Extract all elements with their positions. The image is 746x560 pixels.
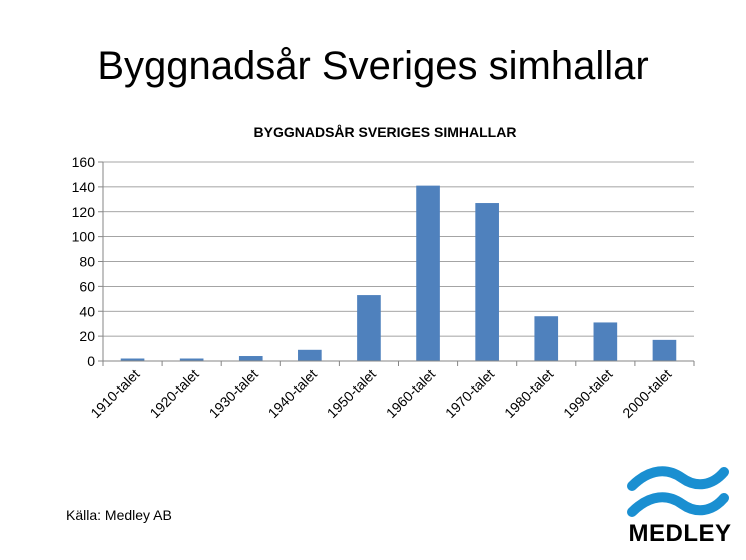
logo-wave-top [627, 466, 729, 491]
medley-logo-waves [627, 466, 729, 517]
bar-2000-talet [652, 339, 677, 361]
y-tick-label: 20 [79, 328, 95, 344]
bar-1980-talet [534, 316, 559, 361]
y-tick-label: 160 [72, 154, 96, 170]
chart-title: BYGGNADSÅR SVERIGES SIMHALLAR [254, 124, 517, 140]
x-tick-label: 1920-talet [146, 366, 201, 421]
bar-1950-talet [357, 295, 381, 361]
bar-1920-talet [179, 358, 204, 361]
bar-1960-talet [416, 185, 440, 361]
x-tick-label: 2000-talet [619, 366, 674, 421]
slide-title: Byggnadsår Sveriges simhallar [97, 44, 649, 88]
medley-logo-text: MEDLEY [628, 520, 732, 547]
y-tick-label: 120 [72, 204, 96, 220]
y-axis-ticks: 0 20 40 60 80 100 120 140 160 [72, 154, 104, 369]
bar-1940-talet [298, 349, 322, 361]
bar-1970-talet [475, 203, 499, 361]
y-tick-label: 140 [72, 179, 96, 195]
x-tick-label: 1990-talet [560, 366, 615, 421]
bar-chart: BYGGNADSÅR SVERIGES SIMHALLAR 0 20 40 60 80 1… [72, 124, 695, 421]
x-axis-ticks: 1910-talet 1920-talet 1930-talet 1940-talet… [87, 361, 695, 421]
bar-1910-talet [120, 358, 145, 361]
y-tick-label: 100 [72, 229, 96, 245]
y-tick-label: 40 [79, 303, 95, 319]
bars [120, 185, 677, 361]
x-tick-label: 1940-talet [265, 366, 320, 421]
logo-wave-bottom [627, 492, 729, 517]
y-tick-label: 60 [79, 278, 95, 294]
x-tick-label: 1980-talet [501, 366, 556, 421]
y-tick-label: 0 [87, 353, 95, 369]
x-tick-label: 1910-talet [87, 366, 142, 421]
gridlines [103, 161, 694, 337]
bar-1990-talet [593, 322, 618, 361]
x-tick-label: 1950-talet [324, 366, 379, 421]
bar-1930-talet [238, 356, 263, 361]
x-tick-label: 1960-talet [383, 366, 438, 421]
x-tick-label: 1970-talet [442, 366, 497, 421]
x-tick-label: 1930-talet [206, 366, 261, 421]
source-note: Källa: Medley AB [66, 507, 172, 523]
y-tick-label: 80 [79, 254, 95, 270]
